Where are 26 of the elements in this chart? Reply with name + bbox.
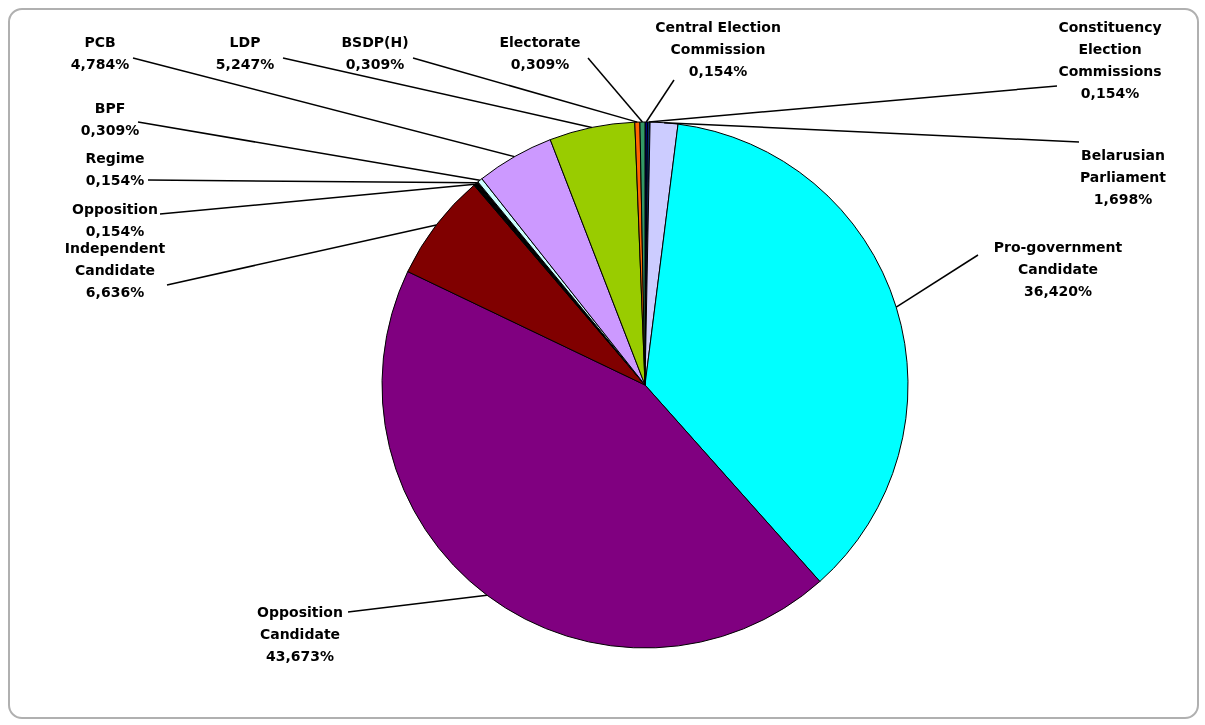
slice-label: Opposition: [72, 201, 158, 217]
data-label: 0,154%: [85, 223, 145, 239]
slice-label: Central Election Commission: [655, 19, 781, 57]
slice-label: Electorate: [499, 34, 581, 50]
data-label: 36,420%: [1023, 283, 1093, 299]
slice-label: PCB: [84, 34, 116, 50]
data-label: 0,309%: [345, 56, 405, 72]
slice-label: Belarusian Parliament: [1079, 147, 1167, 185]
slice-label: Independent Candidate: [64, 240, 166, 278]
slice-label: Regime: [85, 150, 145, 166]
data-label: 5,247%: [215, 56, 275, 72]
data-label: 43,673%: [265, 648, 335, 664]
data-label: 0,154%: [1080, 85, 1140, 101]
data-label: 4,784%: [70, 56, 130, 72]
data-label: 1,698%: [1093, 191, 1153, 207]
data-label: 0,309%: [80, 122, 140, 138]
slice-label: Pro-government Candidate: [993, 239, 1123, 277]
slice-label: BSDP(H): [341, 34, 409, 50]
data-label: 0,154%: [85, 172, 145, 188]
data-label: 0,154%: [688, 63, 748, 79]
slice-label: Opposition Candidate: [257, 604, 343, 642]
slice-label: BPF: [94, 100, 126, 116]
data-label: 0,309%: [510, 56, 570, 72]
data-label: 6,636%: [85, 284, 145, 300]
slice-label: LDP: [229, 34, 261, 50]
slice-label: Constituency Election Commissions: [1058, 19, 1162, 79]
